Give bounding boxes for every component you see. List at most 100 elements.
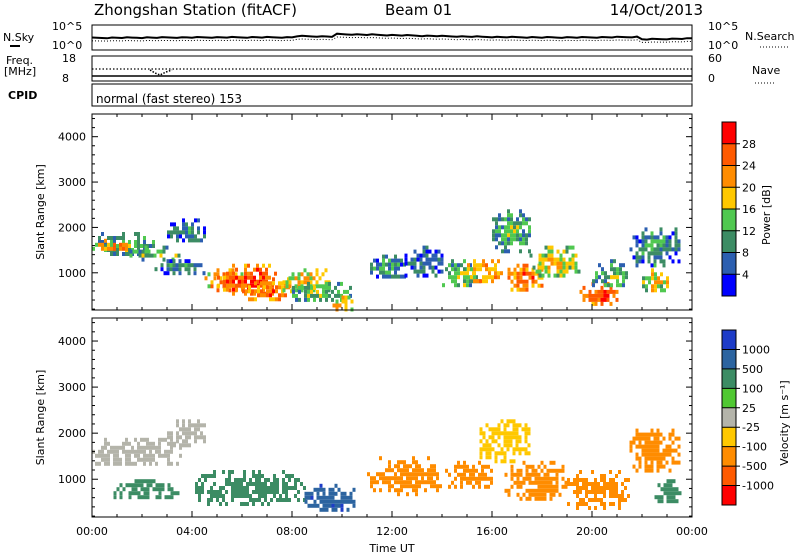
velocity-echo-cell	[400, 488, 403, 493]
velocity-echo-cell	[555, 476, 559, 481]
power-echo-cell	[385, 274, 388, 279]
power-echo-cell	[416, 257, 420, 262]
velocity-echo-cell	[170, 461, 173, 466]
power-echo-cell	[260, 289, 263, 294]
velocity-echo-cell	[116, 453, 119, 458]
velocity-echo-cell	[176, 419, 179, 424]
velocity-echo-cell	[319, 495, 323, 500]
velocity-echo-cell	[567, 482, 570, 486]
power-echo-cell	[254, 297, 257, 302]
velocity-echo-cell	[531, 492, 535, 497]
velocity-echo-cell	[485, 423, 489, 428]
velocity-echo-region	[445, 460, 493, 489]
power-echo-cell	[113, 252, 116, 256]
velocity-echo-cell	[609, 478, 612, 482]
velocity-colorbar-segment	[722, 407, 736, 428]
power-echo-cell	[169, 267, 173, 272]
power-echo-cell	[203, 226, 206, 231]
velocity-echo-cell	[412, 468, 415, 473]
velocity-echo-cell	[116, 445, 119, 450]
velocity-echo-cell	[412, 472, 415, 477]
velocity-echo-cell	[516, 468, 520, 473]
velocity-echo-cell	[394, 488, 397, 493]
velocity-echo-cell	[125, 457, 128, 462]
velocity-echo-cell	[463, 476, 466, 481]
velocity-echo-cell	[524, 439, 528, 444]
power-echo-cell	[303, 276, 307, 281]
power-echo-cell	[257, 289, 260, 294]
power-echo-cell	[265, 271, 268, 276]
power-echo-cell	[194, 218, 197, 223]
velocity-echo-cell	[519, 480, 523, 485]
velocity-echo-cell	[197, 427, 200, 432]
velocity-echo-cell	[594, 506, 597, 510]
velocity-echo-cell	[313, 487, 317, 492]
power-echo-cell	[440, 253, 444, 258]
velocity-echo-cell	[647, 432, 651, 437]
power-echo-cell	[507, 275, 511, 280]
power-echo-cell	[250, 275, 253, 280]
time-tick-label: 12:00	[376, 525, 408, 538]
velocity-echo-cell	[167, 461, 170, 466]
freq-label-1: Freq.	[6, 54, 33, 67]
velocity-echo-cell	[594, 486, 597, 490]
velocity-echo-cell	[600, 502, 603, 506]
power-echo-cell	[159, 249, 163, 254]
power-echo-cell	[510, 241, 513, 246]
velocity-echo-cell	[671, 440, 675, 445]
time-tick-label: 00:00	[76, 525, 108, 538]
velocity-echo-cell	[546, 480, 550, 485]
power-echo-cell	[98, 240, 101, 244]
velocity-echo-cell	[279, 498, 282, 502]
velocity-echo-cell	[252, 474, 255, 478]
velocity-echo-cell	[662, 436, 666, 441]
power-echo-cell	[107, 242, 110, 247]
power-echo-cell	[556, 249, 560, 254]
power-y-axis-label: Slant Range [km]	[34, 164, 47, 260]
velocity-echo-cell	[119, 445, 122, 450]
velocity-echo-cell	[509, 419, 513, 424]
power-echo-cell	[143, 240, 146, 244]
velocity-echo-cell	[176, 461, 179, 466]
velocity-echo-cell	[543, 492, 547, 497]
velocity-echo-cell	[113, 445, 116, 450]
velocity-echo-cell	[500, 431, 504, 436]
power-echo-cell	[269, 289, 272, 294]
station-title: Zhongshan Station (fitACF)	[94, 1, 297, 19]
velocity-echo-cell	[494, 439, 498, 444]
velocity-echo-cell	[534, 492, 538, 497]
power-echo-cell	[132, 249, 136, 254]
power-echo-cell	[116, 252, 119, 256]
velocity-echo-cell	[249, 482, 252, 486]
power-echo-cell	[235, 283, 238, 288]
power-echo-cell	[522, 221, 525, 226]
power-echo-cell	[635, 255, 639, 260]
power-echo-cell	[216, 272, 220, 277]
power-echo-cell	[574, 269, 578, 274]
power-echo-cell	[232, 291, 235, 296]
power-echo-cell	[571, 245, 575, 250]
velocity-echo-cell	[585, 502, 588, 506]
power-echo-cell	[501, 241, 504, 246]
power-echo-cell	[300, 288, 304, 293]
velocity-echo-cell	[552, 484, 556, 489]
power-echo-cell	[185, 230, 188, 235]
velocity-echo-cell	[663, 483, 667, 488]
power-echo-cell	[507, 249, 510, 254]
velocity-echo-cell	[403, 480, 406, 485]
velocity-echo-cell	[95, 461, 98, 466]
power-echo-cell	[269, 285, 272, 290]
power-echo-cell	[167, 230, 170, 235]
velocity-echo-cell	[152, 445, 155, 450]
power-echo-cell	[259, 271, 262, 276]
velocity-echo-cell	[481, 468, 484, 473]
velocity-echo-cell	[113, 491, 117, 496]
freq-dip-marker	[149, 69, 173, 76]
power-echo-cell	[422, 245, 426, 250]
power-echo-cell	[262, 287, 265, 292]
power-echo-cell	[170, 230, 173, 235]
power-echo-cell	[591, 301, 595, 306]
velocity-echo-cell	[234, 486, 237, 490]
velocity-echo-cell	[555, 484, 559, 489]
power-echo-cell	[219, 280, 223, 285]
